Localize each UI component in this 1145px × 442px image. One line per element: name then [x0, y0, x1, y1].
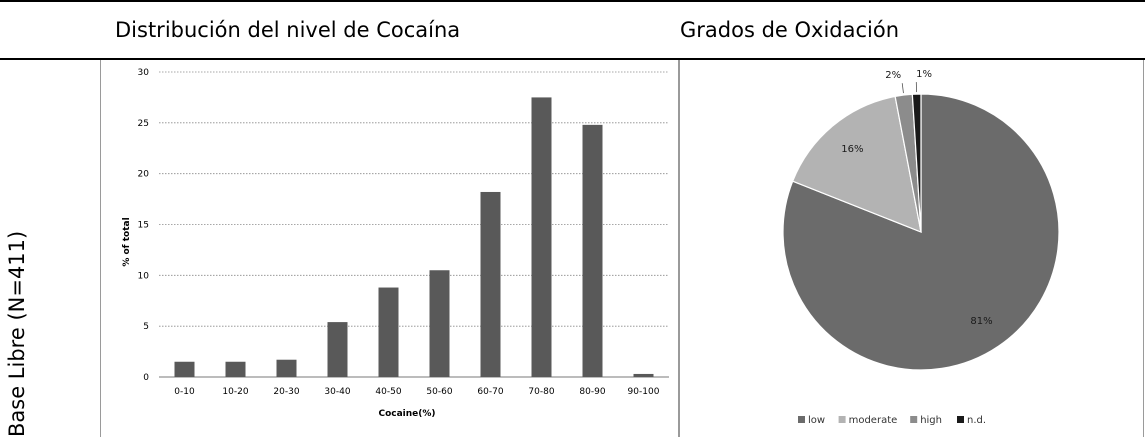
bar-column-title: Distribución del nivel de Cocaína: [115, 18, 460, 42]
bar-y-tick-label: 5: [143, 322, 149, 332]
bar-x-tick-label: 30-40: [324, 387, 350, 397]
pie-legend-swatch: [957, 416, 964, 423]
pie-legend-swatch: [910, 416, 917, 423]
row-label: Base Libre (N=411): [5, 231, 29, 437]
pie-legend-label: low: [808, 415, 825, 426]
bar: [226, 362, 246, 377]
bar-x-tick-label: 0-10: [174, 387, 195, 397]
pie-legend-swatch: [798, 416, 805, 423]
bar-y-axis-label: % of total: [122, 217, 132, 266]
pie-chart-panel: 81% 16% 2% 1% low moderate high n.d.: [679, 60, 1144, 437]
bar-x-tick-label: 20-30: [273, 387, 299, 397]
pie-data-label: 2%: [885, 70, 901, 81]
pie-data-label: 81%: [970, 316, 992, 327]
pie-legend-swatch: [839, 416, 846, 423]
pie-chart: 81% 16% 2% 1% low moderate high n.d.: [680, 60, 1143, 437]
bar-y-tick-label: 0: [143, 373, 149, 383]
bar-y-tick-label: 10: [138, 271, 150, 281]
bar-x-tick-label: 60-70: [477, 387, 503, 397]
pie-legend-label: n.d.: [967, 415, 986, 426]
pie-leader-line: [902, 83, 903, 93]
bar-y-tick-label: 20: [138, 170, 150, 180]
bar: [634, 374, 654, 377]
bar-x-tick-label: 40-50: [375, 387, 401, 397]
bar-y-tick-label: 15: [138, 221, 149, 231]
bar-x-tick-label: 50-60: [426, 387, 452, 397]
bar: [379, 288, 399, 377]
bar-x-ticks: 0-10 10-20 20-30 30-40 40-50 50-60 60-70 70-80 8…: [174, 387, 659, 397]
bar-x-tick-label: 80-90: [579, 387, 605, 397]
pie-data-label: 1%: [916, 69, 932, 80]
bar: [277, 360, 297, 377]
bar-x-tick-label: 10-20: [222, 387, 248, 397]
bar-y-ticks: 0 5 10 15 20 25 30: [138, 68, 150, 383]
pie-legend-label: moderate: [849, 415, 898, 426]
pie-column-title: Grados de Oxidación: [680, 18, 899, 42]
pie-legend-label: high: [920, 415, 942, 426]
header-band: Distribución del nivel de Cocaína Grados…: [0, 0, 1145, 60]
pie-data-label: 16%: [841, 144, 863, 155]
bar-x-tick-label: 90-100: [628, 387, 660, 397]
bar-y-tick-label: 25: [138, 119, 149, 129]
bar-chart: 0 5 10 15 20 25 30 0-10 10-20 20-30 30-40 40-50 50-…: [101, 60, 678, 437]
bar-series: [175, 97, 654, 377]
bar: [583, 125, 603, 377]
bar-chart-panel: 0 5 10 15 20 25 30 0-10 10-20 20-30 30-40 40-50 50-…: [100, 60, 679, 437]
pie-slices: [783, 94, 1059, 370]
bar-x-axis-label: Cocaine(%): [378, 409, 435, 419]
bar: [430, 270, 450, 377]
bar: [328, 322, 348, 377]
pie-legend: low moderate high n.d.: [798, 415, 986, 426]
bar: [481, 192, 501, 377]
bar: [175, 362, 195, 377]
bar-y-tick-label: 30: [138, 68, 150, 78]
bar-x-tick-label: 70-80: [528, 387, 554, 397]
bar: [532, 97, 552, 377]
